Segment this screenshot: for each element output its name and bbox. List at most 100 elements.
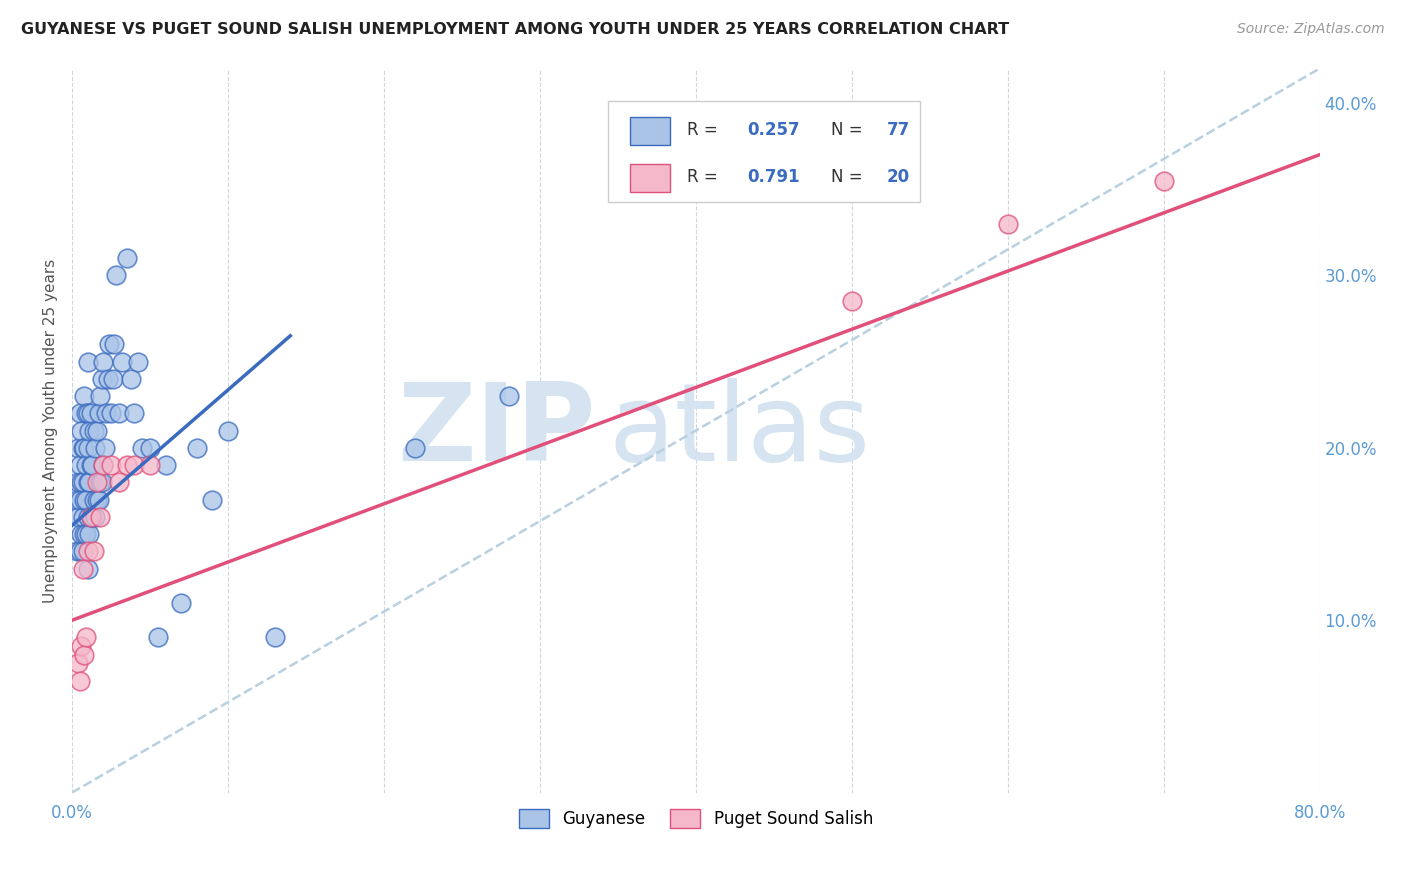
Point <box>107 475 129 490</box>
Point <box>67 475 90 490</box>
Point <box>73 441 96 455</box>
Point <box>127 354 149 368</box>
Point <box>83 424 105 438</box>
Text: Source: ZipAtlas.com: Source: ZipAtlas.com <box>1237 22 1385 37</box>
Point <box>76 475 98 490</box>
Point <box>69 406 91 420</box>
FancyBboxPatch shape <box>630 117 669 145</box>
Point <box>107 406 129 420</box>
Point <box>96 406 118 420</box>
Point <box>89 389 111 403</box>
Point <box>101 372 124 386</box>
Text: R =: R = <box>688 121 723 139</box>
Point <box>77 527 100 541</box>
Point <box>84 509 107 524</box>
Text: ZIP: ZIP <box>398 377 596 483</box>
Point <box>124 406 146 420</box>
Point <box>83 544 105 558</box>
Text: R =: R = <box>688 168 723 186</box>
Point <box>91 458 114 472</box>
Point <box>73 389 96 403</box>
Point <box>77 475 100 490</box>
Point <box>75 458 97 472</box>
Text: 77: 77 <box>887 121 910 139</box>
Point <box>75 492 97 507</box>
Point <box>404 441 426 455</box>
Point <box>67 441 90 455</box>
Point <box>97 372 120 386</box>
Point <box>90 475 112 490</box>
Point <box>131 441 153 455</box>
Text: N =: N = <box>831 121 868 139</box>
Point <box>76 561 98 575</box>
Point <box>73 648 96 662</box>
Point <box>76 406 98 420</box>
Point <box>90 372 112 386</box>
Point <box>146 631 169 645</box>
Point <box>115 251 138 265</box>
Text: 20: 20 <box>887 168 910 186</box>
Point <box>87 406 110 420</box>
Point <box>87 492 110 507</box>
Point <box>66 492 89 507</box>
Point <box>98 337 121 351</box>
Point <box>72 561 94 575</box>
Point <box>72 544 94 558</box>
Point <box>86 424 108 438</box>
Point <box>997 217 1019 231</box>
Point <box>89 475 111 490</box>
Point <box>100 406 122 420</box>
Point <box>76 354 98 368</box>
Point <box>89 509 111 524</box>
Point <box>69 492 91 507</box>
Text: N =: N = <box>831 168 868 186</box>
Point <box>86 475 108 490</box>
Point <box>69 458 91 472</box>
Legend: Guyanese, Puget Sound Salish: Guyanese, Puget Sound Salish <box>512 803 880 835</box>
Point <box>84 441 107 455</box>
Point <box>67 657 90 671</box>
Y-axis label: Unemployment Among Youth under 25 years: Unemployment Among Youth under 25 years <box>44 259 58 603</box>
Point <box>186 441 208 455</box>
Point <box>263 631 285 645</box>
Point <box>82 458 104 472</box>
Point <box>72 509 94 524</box>
Point <box>66 544 89 558</box>
Point <box>67 509 90 524</box>
Point <box>69 673 91 688</box>
Point <box>498 389 520 403</box>
Point <box>70 527 93 541</box>
Text: GUYANESE VS PUGET SOUND SALISH UNEMPLOYMENT AMONG YOUTH UNDER 25 YEARS CORRELATI: GUYANESE VS PUGET SOUND SALISH UNEMPLOYM… <box>21 22 1010 37</box>
Point <box>80 406 103 420</box>
Point <box>75 406 97 420</box>
Point <box>70 424 93 438</box>
FancyBboxPatch shape <box>609 101 921 202</box>
Point <box>111 354 134 368</box>
Point <box>80 509 103 524</box>
Point <box>76 544 98 558</box>
Point <box>80 509 103 524</box>
Point <box>73 527 96 541</box>
FancyBboxPatch shape <box>630 164 669 192</box>
Point <box>94 441 117 455</box>
Point <box>170 596 193 610</box>
Point <box>841 294 863 309</box>
Text: atlas: atlas <box>609 377 870 483</box>
Point <box>120 372 142 386</box>
Point <box>124 458 146 472</box>
Point <box>91 354 114 368</box>
Point <box>72 441 94 455</box>
Point <box>217 424 239 438</box>
Point <box>69 544 91 558</box>
Point <box>201 492 224 507</box>
Point <box>73 492 96 507</box>
Point <box>70 475 93 490</box>
Point <box>103 337 125 351</box>
Text: 0.791: 0.791 <box>747 168 800 186</box>
Text: 0.257: 0.257 <box>747 121 800 139</box>
Point <box>139 441 162 455</box>
Point <box>80 458 103 472</box>
Point <box>91 458 114 472</box>
Point <box>76 441 98 455</box>
Point <box>70 639 93 653</box>
